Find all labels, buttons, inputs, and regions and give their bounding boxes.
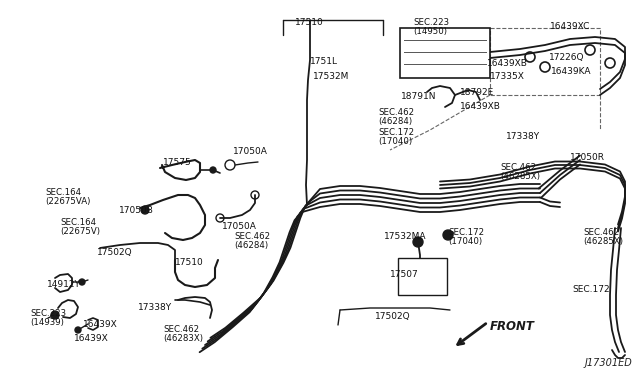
Text: (46285X): (46285X): [500, 172, 540, 181]
Text: (46284): (46284): [378, 117, 412, 126]
Text: SEC.223: SEC.223: [413, 18, 449, 27]
Text: (46285X): (46285X): [583, 237, 623, 246]
Text: 17502Q: 17502Q: [97, 248, 132, 257]
Text: (22675VA): (22675VA): [45, 197, 90, 206]
Text: (17040): (17040): [378, 137, 412, 146]
Text: 16439XC: 16439XC: [550, 22, 590, 31]
Text: (17040): (17040): [448, 237, 482, 246]
Circle shape: [210, 167, 216, 173]
Text: (14939): (14939): [30, 318, 64, 327]
Text: 17050B: 17050B: [119, 206, 154, 215]
Text: SEC.223: SEC.223: [30, 309, 66, 318]
Text: SEC.172: SEC.172: [378, 128, 414, 137]
Text: J17301ED: J17301ED: [584, 358, 632, 368]
Text: 17510: 17510: [175, 258, 204, 267]
Text: 17532MA: 17532MA: [384, 232, 426, 241]
Text: 16439KA: 16439KA: [551, 67, 591, 76]
Circle shape: [141, 206, 149, 214]
Text: 17532M: 17532M: [313, 72, 349, 81]
Text: SEC.462: SEC.462: [378, 108, 414, 117]
Text: 16439X: 16439X: [74, 334, 109, 343]
Text: 14912Y: 14912Y: [47, 280, 81, 289]
Circle shape: [413, 237, 423, 247]
Text: 17502Q: 17502Q: [375, 312, 411, 321]
Text: SEC.172: SEC.172: [448, 228, 484, 237]
Text: 17338Y: 17338Y: [506, 132, 540, 141]
Text: SEC.462: SEC.462: [583, 228, 619, 237]
Text: SEC.462: SEC.462: [500, 163, 536, 172]
Text: 17575: 17575: [163, 158, 192, 167]
Text: 18791N: 18791N: [401, 92, 436, 101]
Text: (46284): (46284): [234, 241, 268, 250]
Text: FRONT: FRONT: [490, 320, 535, 333]
Text: 16439X: 16439X: [83, 320, 118, 329]
Text: SEC.172: SEC.172: [572, 285, 610, 294]
Text: 17050A: 17050A: [233, 147, 268, 156]
Circle shape: [75, 327, 81, 333]
Text: SEC.164: SEC.164: [45, 188, 81, 197]
Text: SEC.462: SEC.462: [234, 232, 270, 241]
Text: 16439XB: 16439XB: [487, 59, 528, 68]
Bar: [398, 258, 447, 295]
Bar: [400, 28, 490, 78]
Text: 17050R: 17050R: [570, 153, 605, 162]
Text: 17338Y: 17338Y: [138, 303, 172, 312]
Text: 17050A: 17050A: [222, 222, 257, 231]
Circle shape: [79, 279, 85, 285]
Text: 17335X: 17335X: [490, 72, 525, 81]
Text: 16439XB: 16439XB: [460, 102, 501, 111]
Text: SEC.164: SEC.164: [60, 218, 96, 227]
Text: (22675V): (22675V): [60, 227, 100, 236]
Text: 17510: 17510: [295, 18, 324, 27]
Text: 1751L: 1751L: [310, 57, 338, 66]
Text: 18792E: 18792E: [460, 88, 494, 97]
Text: (14950): (14950): [413, 27, 447, 36]
Text: 17507: 17507: [390, 270, 419, 279]
Circle shape: [51, 311, 59, 319]
Circle shape: [443, 230, 453, 240]
Text: (46283X): (46283X): [163, 334, 203, 343]
Text: 17226Q: 17226Q: [549, 53, 584, 62]
Text: SEC.462: SEC.462: [163, 325, 199, 334]
